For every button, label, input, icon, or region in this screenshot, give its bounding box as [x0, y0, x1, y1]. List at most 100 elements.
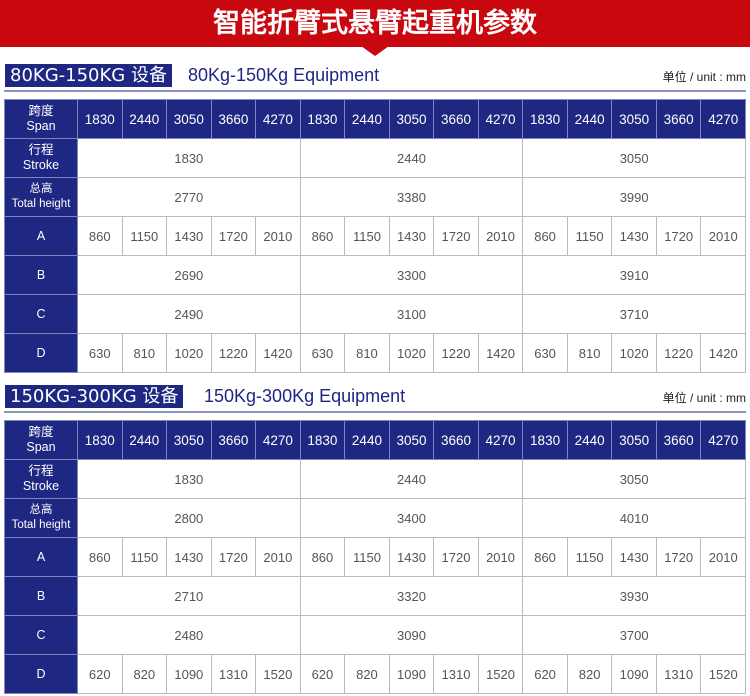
cell: 2440: [299, 459, 524, 499]
cell: 1420: [477, 333, 524, 373]
cell: 3660: [433, 99, 479, 139]
cell: 820: [566, 654, 613, 694]
cell: 1830: [299, 420, 346, 460]
label-en: Stroke: [22, 479, 60, 493]
cell: 3100: [299, 294, 524, 334]
label-cn: 跨度: [28, 104, 54, 118]
cell: 3700: [522, 615, 746, 655]
label-en: Span: [26, 119, 56, 133]
cell: 2770: [77, 177, 301, 217]
cell: 3400: [299, 498, 524, 538]
cell: 1430: [166, 537, 212, 577]
cell: 2440: [344, 420, 390, 460]
cell: 2800: [77, 498, 301, 538]
cell: 3300: [299, 255, 524, 295]
section-tag: 150KG-300KG 设备: [5, 385, 184, 408]
row-label-d: D: [4, 333, 78, 373]
cell: 3660: [655, 420, 702, 460]
cell: 3090: [299, 615, 524, 655]
cell: 1150: [121, 216, 168, 256]
cell: 3660: [210, 99, 257, 139]
label-cn: 总高: [29, 504, 53, 516]
label-cn: 跨度: [28, 425, 54, 439]
cell: 2690: [77, 255, 301, 295]
row-label-total: 总高 Total height: [4, 498, 78, 538]
table-row-a: A 860 1150 1430 1720 2010 860 1150 1430 1720 2010 8…: [4, 537, 746, 577]
cell: 620: [77, 654, 123, 694]
cell: 1720: [433, 216, 479, 256]
row-label-stroke: 行程 Stroke: [4, 459, 78, 499]
cell: 1150: [344, 216, 390, 256]
table-row-span: 跨度 Span 1830 2440 3050 3660 4270 1830 2440 3050 36…: [4, 99, 746, 139]
unit-label: 单位 / unit : mm: [662, 70, 746, 84]
table-row-c: C 2490 3100 3710: [4, 294, 746, 334]
cell: 3050: [166, 99, 212, 139]
label-en: Span: [26, 440, 56, 454]
cell: 3050: [611, 420, 657, 460]
cell: 1720: [655, 537, 702, 577]
row-label-c: C: [4, 615, 78, 655]
section-subtitle: 80Kg-150Kg Equipment: [188, 65, 380, 85]
table-row-b: B 2690 3300 3910: [4, 255, 746, 295]
cell: 2480: [77, 615, 301, 655]
table-row-span: 跨度 Span 1830 2440 3050 3660 4270 1830 2440 3050 36…: [4, 420, 746, 460]
cell: 1090: [166, 654, 212, 694]
cell: 2710: [77, 576, 301, 616]
cell: 3050: [522, 138, 746, 178]
cell: 1520: [255, 654, 301, 694]
cell: 3710: [522, 294, 746, 334]
cell: 1150: [566, 216, 613, 256]
cell: 4010: [522, 498, 746, 538]
cell: 1310: [210, 654, 257, 694]
cell: 1430: [388, 537, 435, 577]
cell: 860: [299, 537, 346, 577]
cell: 810: [566, 333, 613, 373]
cell: 3050: [166, 420, 212, 460]
cell: 820: [121, 654, 168, 694]
cell: 860: [522, 537, 568, 577]
spec-table: 跨度 Span 1830 2440 3050 3660 4270 1830 2440 3050 36…: [4, 420, 746, 694]
cell: 860: [299, 216, 346, 256]
cell: 2010: [700, 216, 746, 256]
cell: 3050: [522, 459, 746, 499]
table-row-total-height: 总高 Total height 2800 3400 4010: [4, 498, 746, 538]
label-en: Total height: [11, 519, 71, 531]
row-label-span: 跨度 Span: [4, 420, 78, 460]
spec-table: 跨度 Span 1830 2440 3050 3660 4270 1830 2440 3050 36…: [4, 99, 746, 373]
cell: 2010: [477, 537, 524, 577]
cell: 1830: [522, 420, 568, 460]
cell: 3990: [522, 177, 746, 217]
cell: 1090: [388, 654, 435, 694]
cell: 2440: [299, 138, 524, 178]
label-en: Total height: [11, 198, 71, 210]
cell: 1430: [388, 216, 435, 256]
cell: 1430: [611, 537, 657, 577]
cell: 1830: [522, 99, 568, 139]
table-row-stroke: 行程 Stroke 1830 2440 3050: [4, 459, 746, 499]
row-label-span: 跨度 Span: [4, 99, 78, 139]
cell: 1020: [611, 333, 657, 373]
cell: 1830: [77, 420, 123, 460]
cell: 1020: [166, 333, 212, 373]
cell: 2010: [477, 216, 524, 256]
cell: 1430: [611, 216, 657, 256]
cell: 2440: [566, 99, 613, 139]
cell: 3380: [299, 177, 524, 217]
cell: 3660: [433, 420, 479, 460]
cell: 2440: [344, 99, 390, 139]
cell: 1830: [77, 99, 123, 139]
cell: 2440: [566, 420, 613, 460]
cell: 1420: [700, 333, 746, 373]
cell: 1420: [255, 333, 301, 373]
cell: 860: [77, 537, 123, 577]
cell: 1520: [700, 654, 746, 694]
cell: 1150: [344, 537, 390, 577]
cell: 620: [522, 654, 568, 694]
page-title: 智能折臂式悬臂起重机参数: [213, 8, 537, 39]
cell: 1220: [655, 333, 702, 373]
cell: 1720: [433, 537, 479, 577]
cell: 1720: [210, 216, 257, 256]
unit-label: 单位 / unit : mm: [662, 391, 746, 405]
cell: 620: [299, 654, 346, 694]
cell: 1720: [655, 216, 702, 256]
